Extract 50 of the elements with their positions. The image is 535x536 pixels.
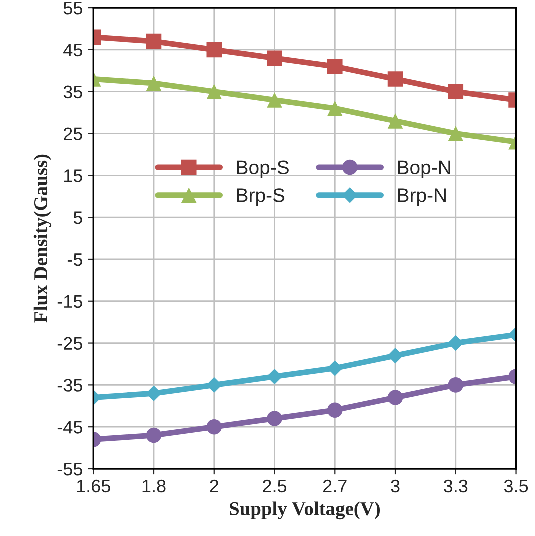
x-tick-label: 1.8 [142,480,166,493]
point [388,348,404,364]
y-tick-label: -15 [58,296,82,308]
point [206,42,222,58]
point [328,402,343,418]
point [267,411,282,426]
legend-label: Brp-S [237,188,285,206]
y-tick-label: 55 [64,2,82,15]
point [448,84,464,100]
point [146,34,162,50]
point [267,92,282,108]
point [388,114,404,129]
point [146,76,162,92]
x-axis-title: Supply Voltage(V) [230,502,380,520]
point [448,126,464,142]
y-tick-label: 35 [64,86,82,99]
x-tick-label: 3.5 [504,480,528,493]
point [388,390,404,406]
y-tick-label: -55 [58,463,82,476]
x-tick-label: 3.3 [444,480,468,493]
point [328,100,343,116]
point [328,59,343,74]
y-tick-label: -25 [58,337,82,350]
x-tick-label: 2.5 [263,480,287,493]
point [267,50,282,66]
x-tick-label: 2.7 [324,480,347,492]
point [206,84,222,100]
legend-label: Bop-N [398,160,450,178]
y-tick-label: -45 [58,421,82,434]
point [146,386,162,402]
point [266,368,283,385]
legend-label: Bop-S [237,160,289,178]
x-tick-label: 3 [391,480,400,493]
y-tick-label: 15 [64,170,82,182]
y-tick-label: 45 [64,44,82,57]
x-tick-label: 2 [210,480,218,492]
legend-label: Brp-N [398,188,446,206]
x-tick-label: 1.65 [77,480,110,493]
point [448,378,464,393]
point [327,360,343,376]
point [206,419,222,435]
point [448,335,464,352]
y-tick-label: -5 [68,254,82,266]
y-tick-label: 25 [64,128,82,140]
y-tick-label: 5 [74,212,82,224]
point [206,377,222,394]
point [388,72,404,87]
y-axis-title: Flux Density(Gauss) [34,154,52,323]
y-tick-label: -35 [58,379,82,392]
point [146,428,162,444]
